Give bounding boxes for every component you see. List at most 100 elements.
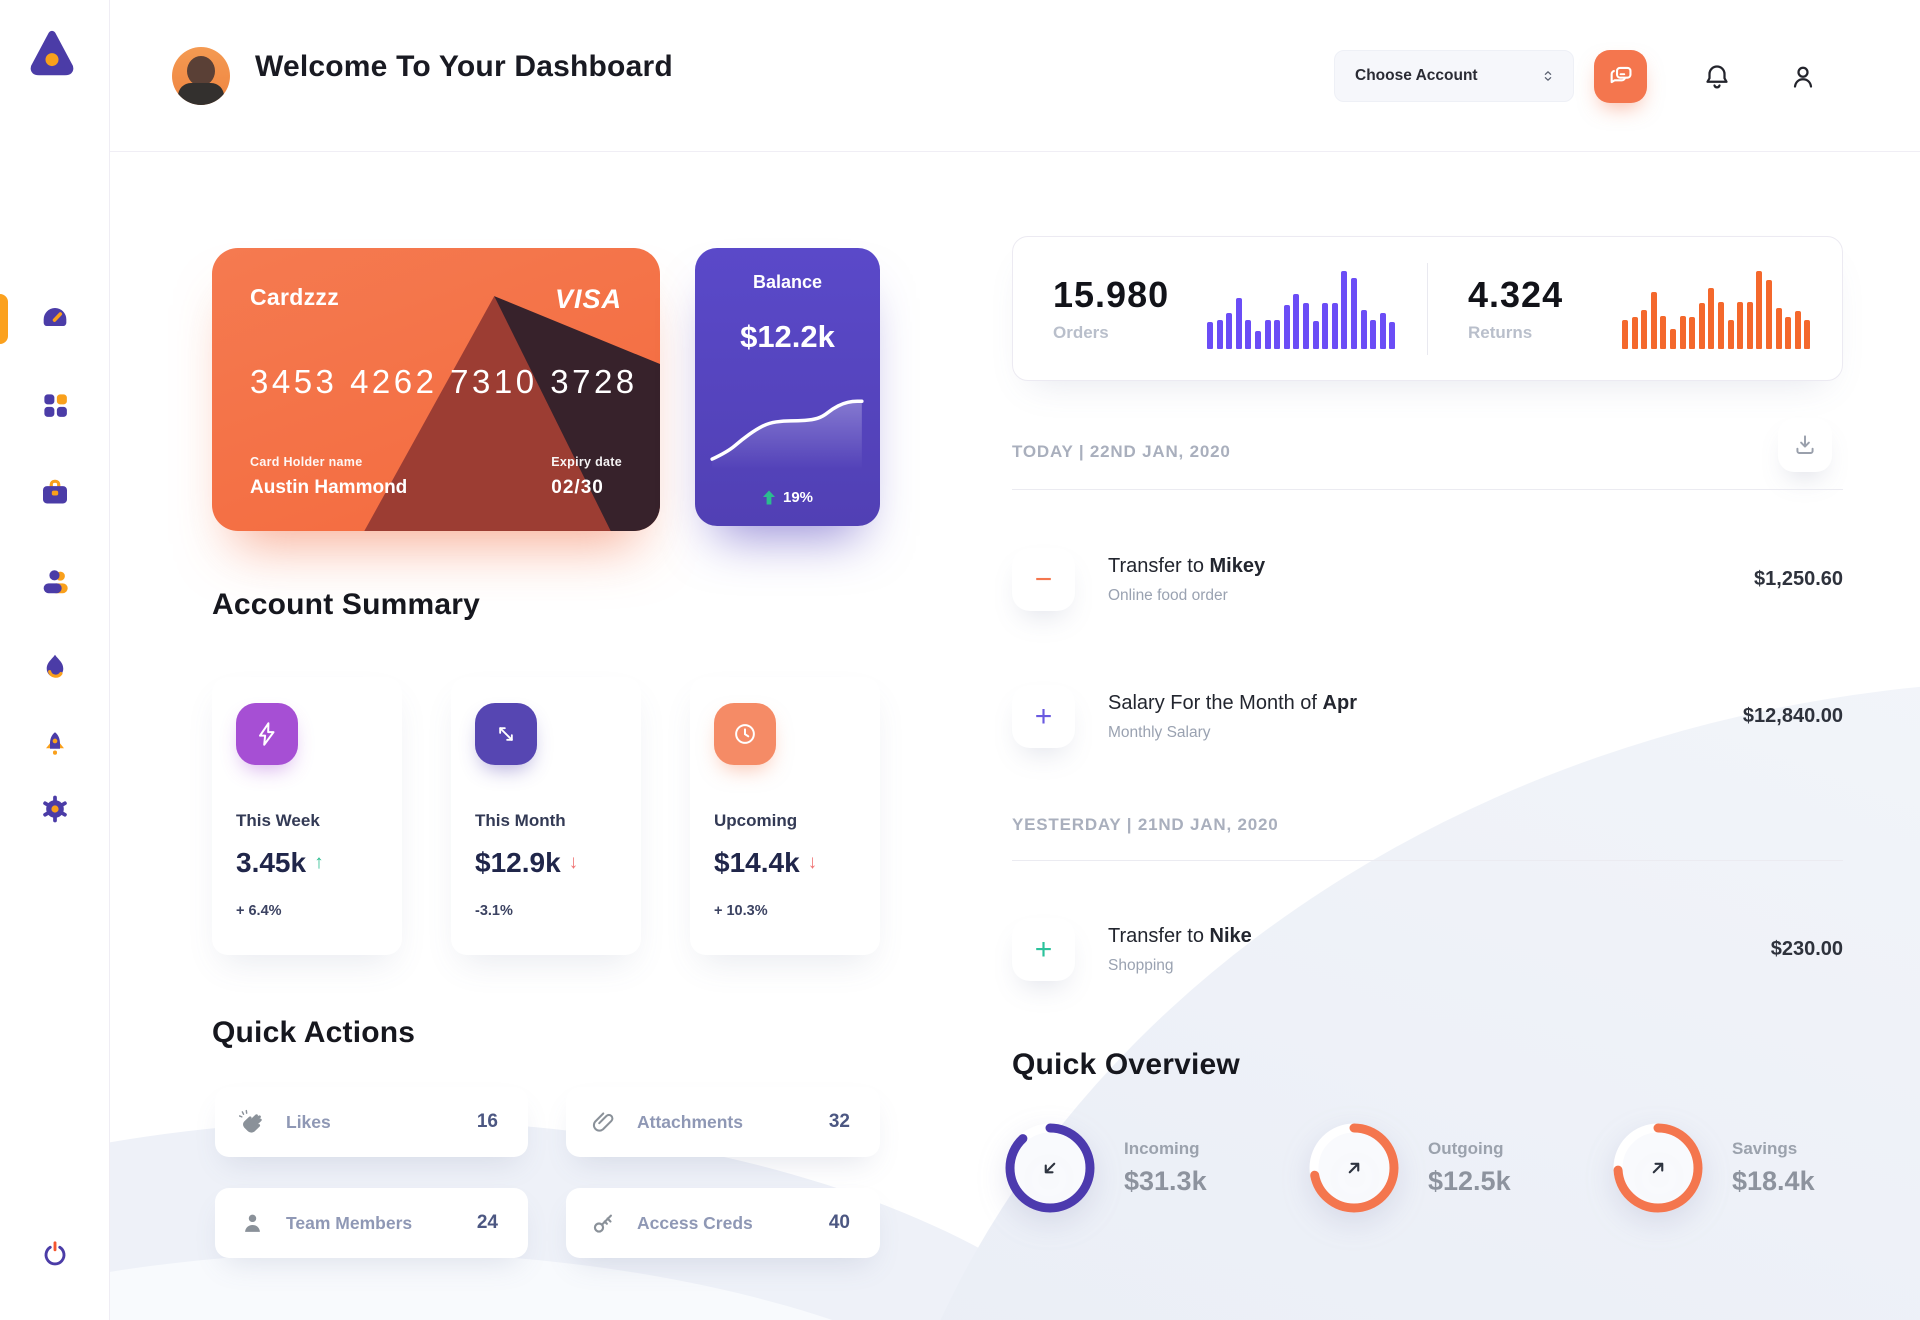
speedometer-icon [43, 308, 67, 326]
quick-action-attachments[interactable]: Attachments 32 [566, 1087, 880, 1157]
bell-icon [1706, 65, 1728, 89]
rocket-icon [46, 732, 64, 755]
sidebar-item-launch[interactable] [33, 722, 77, 766]
bar [1660, 315, 1667, 349]
transaction-subtitle: Online food order [1108, 586, 1228, 604]
sidebar-item-team[interactable] [33, 560, 77, 604]
card-holder-label: Card Holder name [250, 455, 363, 469]
swap-arrows-icon [475, 703, 537, 765]
active-nav-indicator [0, 294, 8, 344]
bar [1698, 303, 1705, 349]
bar [1360, 309, 1367, 349]
bar [1765, 279, 1772, 349]
bar [1641, 309, 1648, 349]
returns-bar-chart [1622, 269, 1814, 349]
trend-arrow: ↓ [807, 852, 818, 873]
sidebar-item-activity[interactable] [33, 645, 77, 689]
bar [1756, 270, 1763, 349]
summary-label: This Week [236, 811, 320, 830]
account-select-label: Choose Account [1355, 67, 1478, 84]
notifications-button[interactable] [1702, 62, 1732, 92]
balance-sparkline-chart [710, 399, 864, 470]
bar [1689, 317, 1696, 349]
bar [1679, 315, 1686, 349]
transaction-title: Transfer to Nike [1108, 924, 1252, 947]
visa-logo: VISA [554, 284, 622, 314]
balance-card[interactable]: Balance $12.2k 19% [695, 248, 880, 526]
orders-stat: 15.980 Orders [1013, 237, 1427, 380]
overview-value: $12.5k [1428, 1166, 1511, 1196]
bar [1746, 301, 1753, 349]
summary-card-this-week: This Week 3.45k ↑ + 6.4% [212, 677, 402, 955]
power-icon [44, 1241, 66, 1266]
bar [1302, 303, 1309, 349]
transaction-amount: $230.00 [1770, 938, 1843, 960]
sidebar-item-projects[interactable] [33, 470, 77, 514]
app-logo[interactable] [26, 26, 78, 78]
gear-icon [43, 795, 67, 823]
balance-label: Balance [752, 272, 823, 292]
returns-label: Returns [1468, 323, 1533, 342]
bar [1794, 311, 1801, 349]
transaction-amount: $1,250.60 [1754, 568, 1843, 590]
avatar-shirt [178, 83, 224, 105]
quick-overview-title: Quick Overview [1012, 1048, 1240, 1081]
sidebar-item-settings[interactable] [33, 787, 77, 831]
bar [1207, 321, 1213, 349]
transaction-row-salary[interactable]: + Salary For the Month of Apr Monthly Sa… [1012, 685, 1843, 748]
transaction-title: Salary For the Month of Apr [1108, 691, 1357, 714]
overview-outgoing: Outgoing $12.5k [1304, 1118, 1511, 1218]
summary-card-this-month: This Month $12.9k ↓ -3.1% [451, 677, 641, 955]
bar [1264, 319, 1271, 349]
bar [1283, 304, 1290, 349]
divider [1012, 489, 1843, 490]
trend-arrow: ↑ [314, 852, 324, 873]
transactions-date-yesterday: YESTERDAY | 21ND JAN, 2020 [1012, 815, 1279, 834]
arrow-up-right-icon [1652, 1162, 1664, 1174]
transaction-subtitle: Monthly Salary [1108, 723, 1211, 741]
sidebar-item-dashboard[interactable] [33, 296, 77, 340]
transaction-title: Transfer to Mikey [1108, 554, 1266, 577]
bar [1226, 312, 1233, 349]
outgoing-gauge [1304, 1118, 1404, 1218]
bar [1254, 330, 1261, 349]
profile-button[interactable] [1788, 62, 1818, 92]
account-select[interactable]: Choose Account [1334, 50, 1574, 102]
briefcase-icon [43, 479, 67, 504]
avatar[interactable] [172, 47, 230, 105]
sidebar-item-apps[interactable] [33, 383, 77, 427]
quick-action-count: 32 [828, 1111, 850, 1132]
messages-button[interactable] [1594, 50, 1647, 103]
credit-card[interactable]: Cardzzz VISA 3453 4262 7310 3728 Card Ho… [212, 248, 660, 531]
quick-action-likes[interactable]: Likes 16 [215, 1087, 528, 1157]
bar [1331, 303, 1338, 349]
download-button[interactable] [1778, 418, 1832, 472]
balance-value: $12.2k [740, 319, 835, 354]
quick-action-team-members[interactable]: Team Members 24 [215, 1188, 528, 1258]
background-wave [860, 680, 1920, 1320]
chat-icon [1610, 66, 1632, 83]
avatar-head [187, 56, 215, 86]
overview-value: $31.3k [1124, 1166, 1207, 1196]
paperclip-icon [592, 1111, 614, 1132]
logout-button[interactable] [33, 1232, 77, 1276]
account-summary-title: Account Summary [212, 588, 481, 621]
orders-value: 15.980 [1053, 274, 1170, 315]
transactions-date-today: TODAY | 22ND JAN, 2020 [1012, 442, 1231, 461]
bar [1650, 292, 1657, 349]
bar [1245, 320, 1252, 349]
quick-action-access-creds[interactable]: Access Creds 40 [566, 1188, 880, 1258]
bar [1785, 317, 1792, 349]
transaction-row-nike[interactable]: + Transfer to Nike Shopping $230.00 [1012, 918, 1843, 981]
transaction-row-mikey[interactable]: − Transfer to Mikey Online food order $1… [1012, 548, 1843, 611]
summary-change: + 6.4% [236, 903, 282, 919]
bar [1622, 320, 1628, 349]
clock-icon [714, 703, 776, 765]
card-number: 3453 4262 7310 3728 [250, 363, 638, 400]
person-icon [1793, 66, 1813, 88]
arrow-up-right-icon [1348, 1162, 1360, 1174]
savings-gauge [1608, 1118, 1708, 1218]
card-content: Cardzzz VISA 3453 4262 7310 3728 Card Ho… [212, 248, 660, 531]
orders-label: Orders [1053, 323, 1109, 342]
